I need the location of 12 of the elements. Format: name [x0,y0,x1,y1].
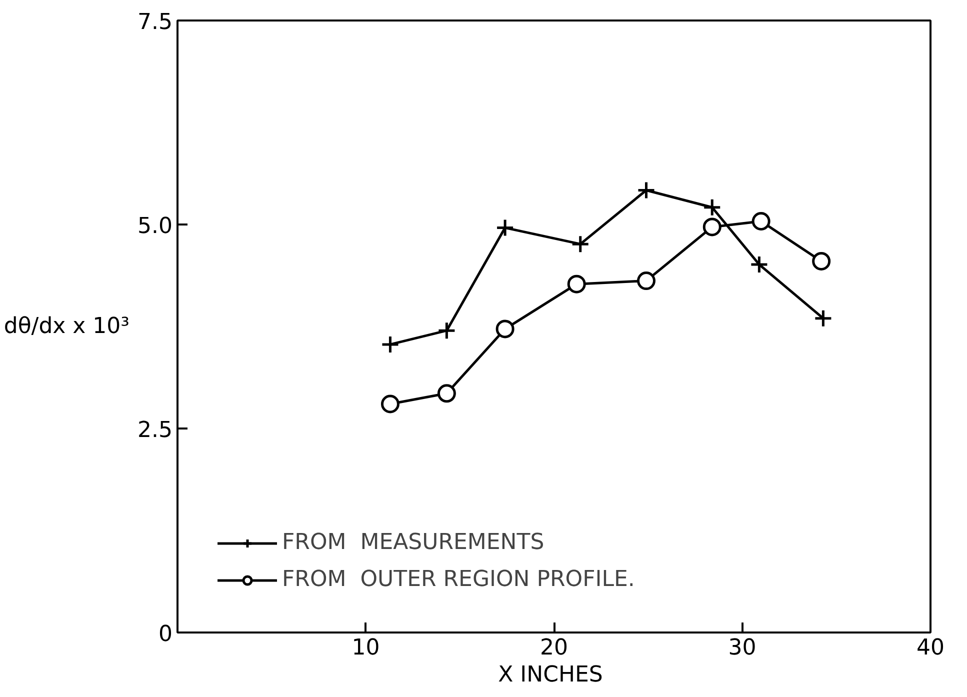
y-tick-label: 2.5 [138,418,173,443]
y-tick-label: 7.5 [138,10,173,35]
x-tick-label: 40 [916,636,945,660]
x-tick-label: 20 [540,636,568,660]
x-tick-label: 10 [352,636,380,660]
legend-label: FROM MEASUREMENTS [282,530,544,555]
x-tick-label: 30 [728,636,756,660]
y-axis-title: dθ/dx x 10³ [4,314,130,339]
x-axis-title: X INCHES [498,662,603,688]
legend-label: FROM OUTER REGION PROFILE. [282,567,635,592]
y-tick-label: 5.0 [138,214,173,239]
y-tick-label: 0 [158,622,173,647]
